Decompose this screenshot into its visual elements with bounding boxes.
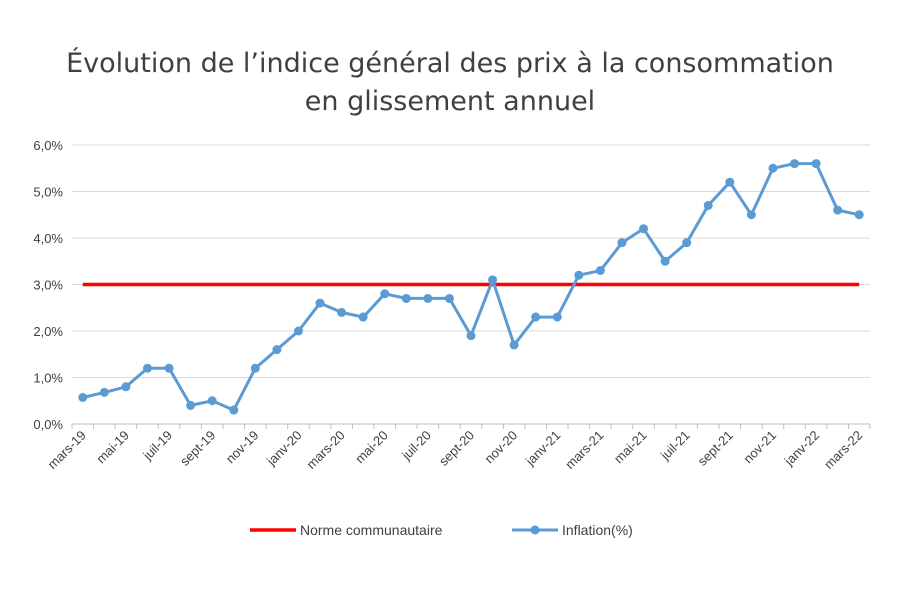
legend-marker — [530, 525, 540, 535]
inflation-point — [682, 238, 692, 248]
y-tick-label: 2,0% — [33, 324, 63, 339]
inflation-point — [380, 289, 390, 299]
legend-label: Norme communautaire — [300, 522, 443, 538]
inflation-point — [639, 224, 649, 234]
inflation-point — [595, 266, 605, 276]
inflation-point — [78, 392, 88, 402]
inflation-point — [552, 312, 562, 322]
inflation-point — [423, 293, 433, 303]
inflation-point — [229, 405, 239, 415]
inflation-point — [315, 298, 325, 308]
inflation-point — [142, 363, 152, 373]
x-tick-label: nov-21 — [740, 428, 779, 467]
inflation-point — [531, 312, 541, 322]
inflation-point — [617, 238, 627, 248]
inflation-point — [509, 340, 519, 350]
x-tick-label: juil-20 — [398, 428, 434, 464]
y-tick-label: 4,0% — [33, 231, 63, 246]
chart-title-line-1: Évolution de l’indice général des prix à… — [66, 48, 834, 79]
x-tick-label: juil-19 — [139, 428, 175, 464]
x-tick-label: mars-20 — [303, 428, 347, 472]
x-tick-label: mai-20 — [352, 428, 391, 467]
inflation-point — [250, 363, 260, 373]
inflation-point — [293, 326, 303, 336]
inflation-point — [703, 200, 713, 210]
inflation-point — [358, 312, 368, 322]
y-tick-label: 5,0% — [33, 185, 63, 200]
inflation-point — [121, 382, 131, 392]
inflation-point — [488, 275, 498, 285]
x-tick-label: janv-20 — [263, 428, 304, 469]
x-tick-label: mai-19 — [93, 428, 132, 467]
inflation-point — [272, 345, 282, 355]
x-tick-label: nov-20 — [482, 428, 521, 467]
y-tick-label: 0,0% — [33, 417, 63, 432]
x-tick-label: mai-21 — [611, 428, 650, 467]
inflation-point — [186, 400, 196, 410]
inflation-point — [854, 210, 864, 220]
x-tick-label: mars-19 — [45, 428, 89, 472]
y-tick-label: 3,0% — [33, 278, 63, 293]
inflation-point — [746, 210, 756, 220]
chart-title-line-2: en glissement annuel — [304, 86, 596, 117]
x-tick-label: mars-22 — [821, 428, 865, 472]
inflation-line — [82, 162, 860, 412]
inflation-point — [811, 159, 821, 169]
inflation-point — [337, 307, 347, 317]
inflation-point — [660, 256, 670, 266]
inflation-point — [466, 331, 476, 341]
inflation-point — [207, 396, 217, 406]
inflation-point — [164, 363, 174, 373]
x-tick-label: sept-21 — [695, 428, 736, 469]
x-tick-label: sept-20 — [436, 428, 477, 469]
legend-label: Inflation(%) — [562, 522, 633, 538]
inflation-point — [790, 159, 800, 169]
x-tick-label: nov-19 — [223, 428, 262, 467]
inflation-point — [99, 387, 109, 397]
inflation-point — [768, 163, 778, 173]
inflation-point — [833, 205, 843, 215]
y-tick-label: 1,0% — [33, 371, 63, 386]
x-tick-label: sept-19 — [177, 428, 218, 469]
x-tick-label: janv-22 — [781, 428, 822, 469]
inflation-point — [444, 293, 454, 303]
inflation-point — [725, 177, 735, 187]
inflation-point — [401, 293, 411, 303]
x-tick-label: janv-21 — [522, 428, 563, 469]
x-tick-label: mars-21 — [562, 428, 606, 472]
x-tick-label: juil-21 — [657, 428, 693, 464]
inflation-point — [574, 270, 584, 280]
y-tick-label: 6,0% — [33, 138, 63, 153]
